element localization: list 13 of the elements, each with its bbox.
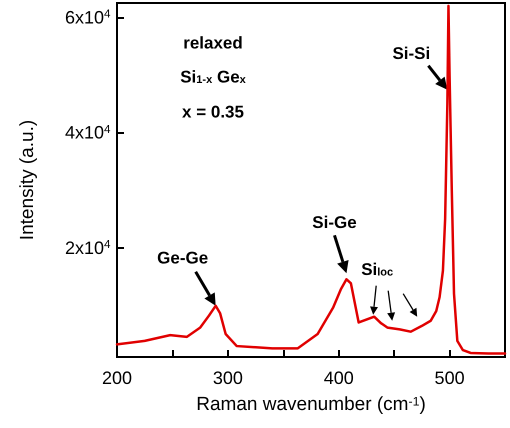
x-tick-label: 300 (212, 368, 243, 388)
annotation: x = 0.35 (182, 102, 244, 122)
y-axis-title: Intensity (a.u.) (17, 120, 38, 240)
annotation: Si-Si (392, 44, 430, 64)
x-tick-label: 400 (324, 368, 354, 388)
x-tick-label: 500 (434, 368, 465, 388)
x-tick-label: 200 (102, 368, 132, 388)
annotation: Si1-x Gex (180, 67, 247, 86)
annotation: relaxed (183, 34, 243, 52)
annotation: Si-Ge (312, 212, 357, 232)
annotation: Siloc (361, 260, 394, 280)
line-series (116, 4, 506, 355)
annotation: Ge-Ge (157, 248, 208, 268)
